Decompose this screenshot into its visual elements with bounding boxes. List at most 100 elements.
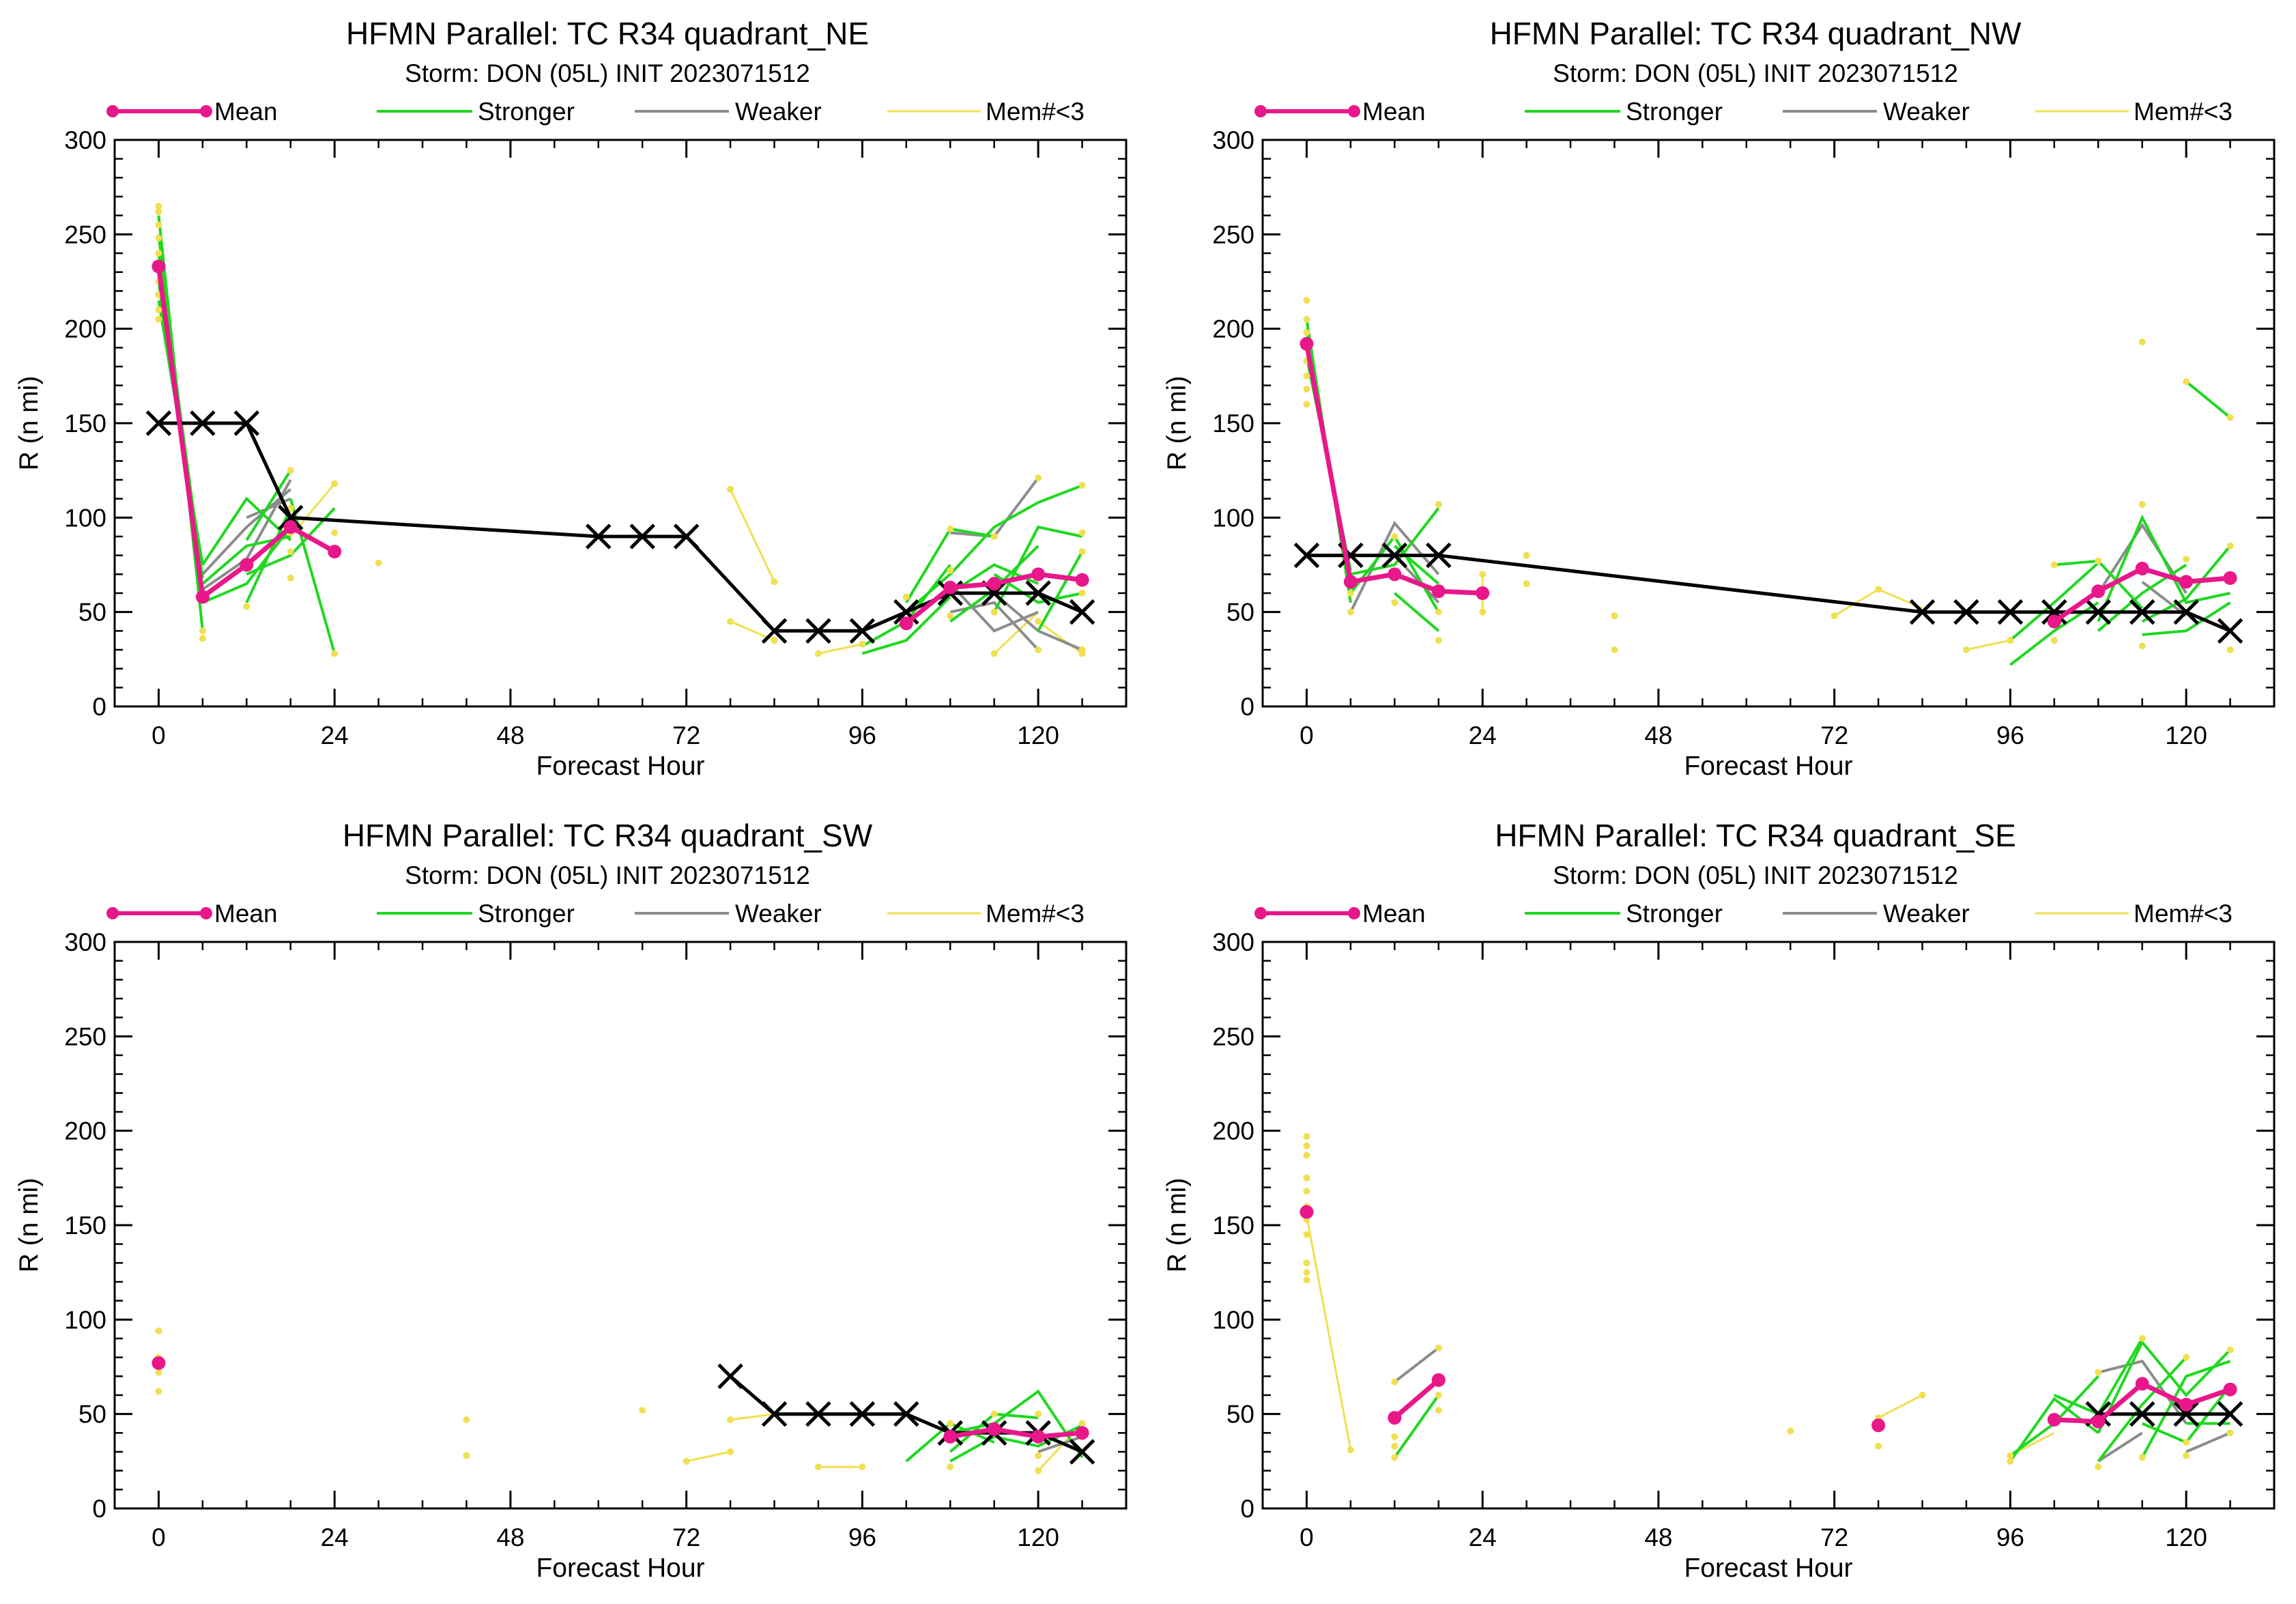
y-tick-label: 200	[1212, 1117, 1254, 1145]
best-track-marker	[277, 504, 304, 531]
member-point	[727, 485, 734, 493]
member-point	[2226, 542, 2234, 549]
member-point	[1078, 482, 1086, 489]
member-point	[2138, 500, 2146, 508]
chart-title: HFMN Parallel: TC R34 quadrant_NE	[346, 16, 869, 51]
mean-point	[1871, 1418, 1886, 1433]
member-point	[155, 1388, 162, 1395]
legend: Mean Stronger Weaker Mem#<3	[106, 98, 1085, 126]
member-point	[1391, 1442, 1398, 1450]
member-point	[1035, 646, 1042, 653]
member-point	[1435, 500, 1442, 508]
mean-point	[1431, 584, 1446, 599]
stronger-series-line	[861, 564, 951, 648]
member-point	[1919, 1392, 1926, 1399]
legend-mean-label: Mean	[1362, 900, 1426, 928]
best-track-marker	[2085, 599, 2112, 625]
member-point	[2183, 1354, 2190, 1361]
best-track-marker	[2217, 1401, 2243, 1427]
member-point	[639, 1407, 646, 1414]
y-tick-label: 250	[1212, 1022, 1254, 1050]
legend-weaker-label: Weaker	[1883, 900, 1970, 928]
member-point	[2226, 414, 2234, 421]
mean-point	[987, 577, 1001, 591]
legend: Mean Stronger Weaker Mem#<3	[1254, 98, 2233, 126]
member-point	[287, 574, 294, 582]
member-point	[1611, 612, 1618, 620]
mean-point	[1431, 1373, 1446, 1387]
x-tick-label: 0	[152, 721, 166, 749]
y-tick-label: 100	[64, 1306, 106, 1334]
member-point	[1303, 1231, 1310, 1238]
member-point	[1787, 1427, 1794, 1435]
chart-title: HFMN Parallel: TC R34 quadrant_NW	[1490, 16, 2022, 51]
member-point	[902, 593, 910, 601]
x-tick-label: 48	[1644, 721, 1672, 749]
best-track-marker	[2129, 599, 2155, 625]
y-tick-label: 150	[64, 410, 106, 438]
x-tick-label: 120	[1017, 721, 1059, 749]
member-point	[331, 480, 339, 487]
x-tick-label: 96	[1996, 721, 2024, 749]
member-point	[771, 578, 778, 586]
plot-data	[1293, 297, 2243, 666]
member-point	[1303, 1132, 1310, 1140]
y-tick-label: 300	[64, 126, 106, 154]
plot-frame	[1261, 139, 2276, 708]
best-track-marker	[805, 618, 831, 644]
plot-frame	[113, 941, 1128, 1510]
mean-point	[283, 520, 298, 534]
best-track-marker	[1025, 580, 1051, 606]
x-tick-label: 96	[848, 1523, 876, 1551]
mean-point	[152, 1356, 166, 1370]
stronger-series-line	[905, 484, 1083, 614]
mean-point	[1388, 1411, 1402, 1425]
legend-mean-label: Mean	[1362, 98, 1426, 126]
member-point	[243, 603, 250, 610]
member-point	[1035, 474, 1042, 482]
member-point	[1435, 637, 1442, 644]
member-point	[155, 234, 162, 242]
member-point	[947, 612, 954, 620]
legend-weaker-label: Weaker	[735, 900, 822, 928]
member-point	[1078, 529, 1086, 536]
y-tick-label: 200	[1212, 315, 1254, 343]
mean-point	[2135, 562, 2149, 576]
chart-panel-2: HFMN Parallel: TC R34 quadrant_NW Storm: …	[1162, 16, 2276, 781]
y-tick-label: 250	[64, 220, 106, 248]
chart-subtitle: Storm: DON (05L) INIT 2023071512	[1553, 59, 1958, 87]
stronger-series-line	[246, 507, 336, 576]
y-axis-label: R (n mi)	[14, 376, 44, 471]
mem-series-line	[1305, 1215, 1352, 1450]
stronger-series-line	[201, 496, 292, 566]
member-point	[947, 1463, 954, 1471]
member-point	[1303, 1151, 1310, 1159]
member-point	[155, 1369, 162, 1376]
member-point	[463, 1452, 470, 1459]
member-point	[1303, 1259, 1310, 1267]
member-point	[1303, 315, 1310, 323]
y-tick-label: 0	[1240, 1495, 1254, 1523]
stronger-series-line	[2097, 1339, 2232, 1434]
best-track-marker	[1909, 599, 1936, 625]
plot-data	[1300, 1132, 2243, 1471]
mean-point	[195, 590, 210, 604]
best-track-marker	[849, 1401, 876, 1427]
stronger-series-line	[2097, 1356, 2187, 1463]
mean-point	[1343, 575, 1358, 589]
member-point	[1078, 548, 1086, 556]
member-point	[727, 618, 734, 625]
y-tick-label: 100	[64, 504, 106, 532]
member-point	[859, 1463, 866, 1471]
member-point	[1035, 1410, 1042, 1418]
stronger-series-line	[1393, 1394, 1440, 1459]
member-point	[463, 1416, 470, 1423]
y-tick-label: 0	[1240, 693, 1254, 721]
member-point	[683, 1457, 690, 1465]
member-point	[287, 467, 294, 474]
member-point	[1523, 580, 1530, 588]
legend-mem-label: Mem#<3	[2134, 900, 2233, 928]
y-axis-label: R (n mi)	[1162, 1178, 1192, 1273]
member-point	[331, 650, 339, 657]
member-point	[1479, 571, 1487, 578]
